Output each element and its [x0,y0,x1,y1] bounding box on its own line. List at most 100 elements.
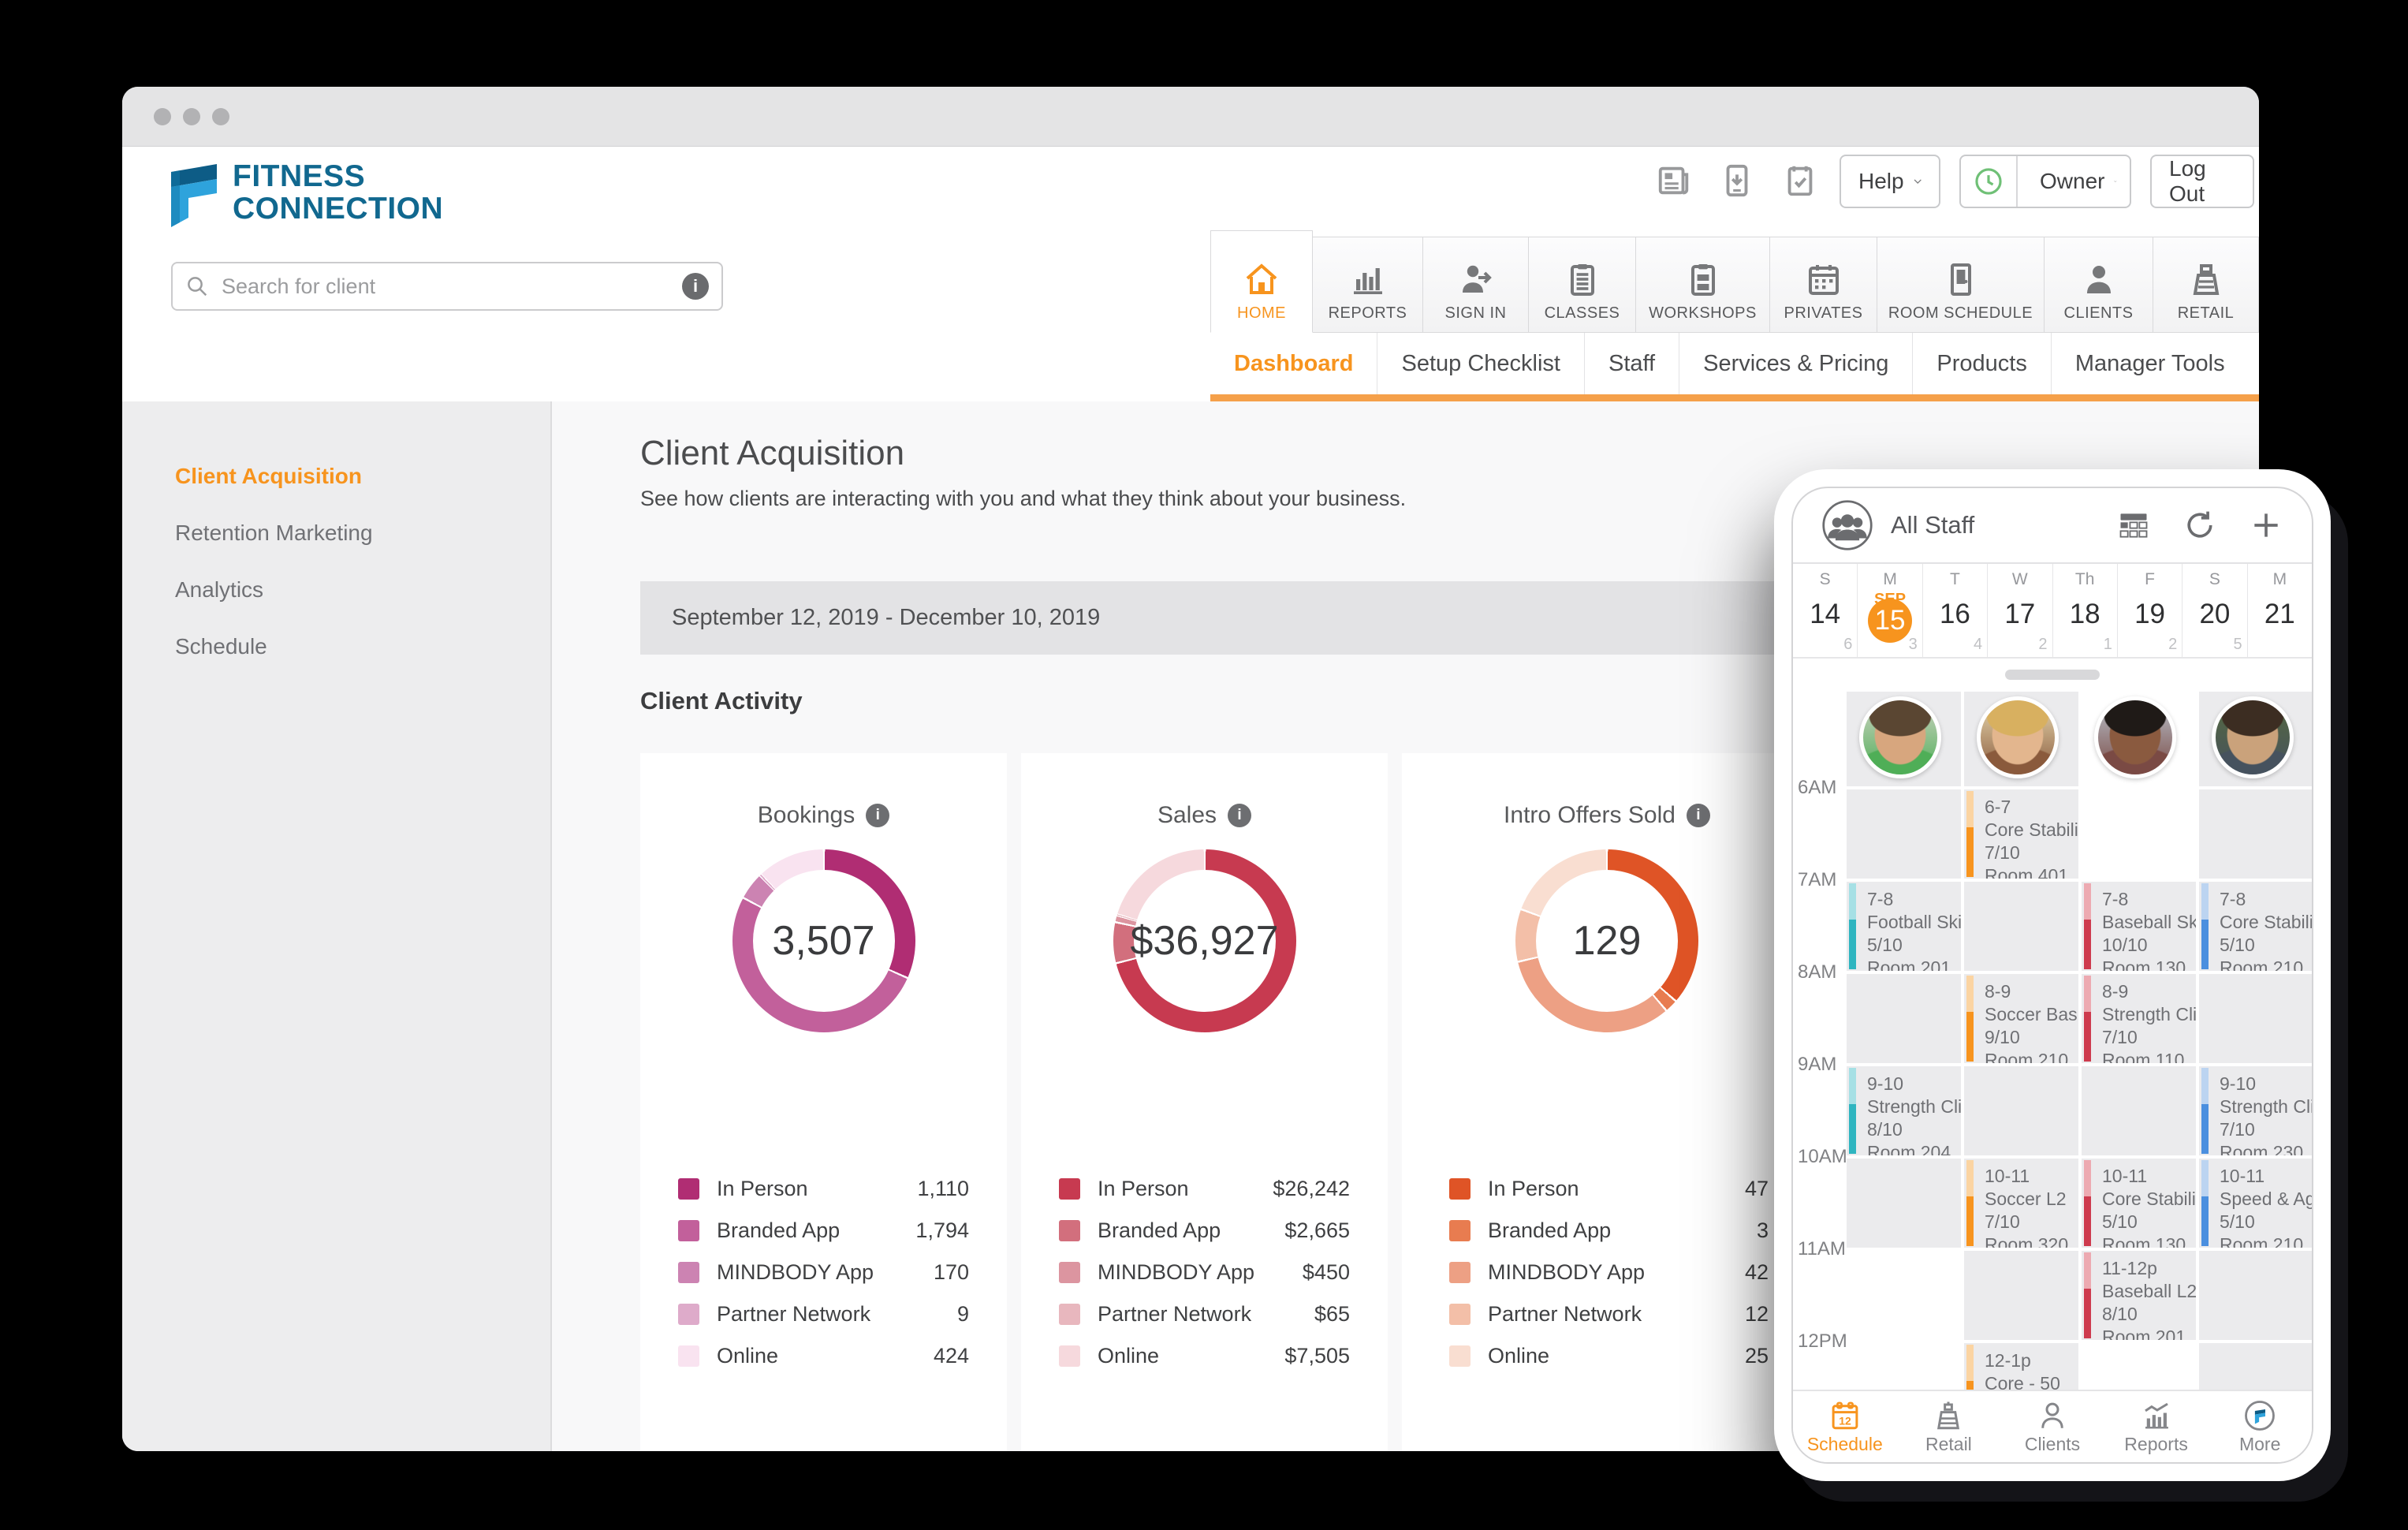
staff-avatar-2[interactable] [1976,696,2059,778]
schedule-cell[interactable] [2082,882,2196,971]
phone-nav-clients[interactable]: Clients [2000,1391,2104,1462]
info-icon[interactable]: i [1228,804,1252,827]
schedule-cell[interactable] [1964,1066,2078,1155]
schedule-cell[interactable] [2199,1066,2312,1155]
schedule-cell[interactable] [1964,1251,2078,1340]
schedule-cell[interactable] [1847,1251,1961,1340]
schedule-cell[interactable] [2082,1159,2196,1248]
schedule-cell[interactable] [1847,789,1961,879]
schedule-cell[interactable] [2199,789,2312,879]
subnav-setup-checklist[interactable]: Setup Checklist [1377,333,1585,394]
calendar-day-20[interactable]: S 20 5 [2182,564,2246,657]
calendar-day-17[interactable]: W 17 2 [1987,564,2052,657]
calendar-day-15[interactable]: MSEP153 [1857,564,1922,657]
window-zoom-dot[interactable] [212,108,229,125]
legend-row-in-person: In Person 1,110 [678,1168,969,1210]
schedule-cell[interactable] [1964,974,2078,1063]
class-event-baseball-l2[interactable]: 11-12p Baseball L2 8/10 Room 201 [2082,1251,2196,1340]
help-button[interactable]: Help [1840,155,1940,208]
calendar-day-16[interactable]: T 16 4 [1922,564,1987,657]
schedule-cell[interactable] [2082,789,2196,879]
calendar-day-14[interactable]: S 14 6 [1793,564,1857,657]
fitness-connection-logo[interactable]: FITNESS CONNECTION [170,160,443,230]
tab-room-schedule[interactable]: ROOM SCHEDULE [1877,237,2045,333]
add-icon[interactable] [2249,508,2283,543]
schedule-cell[interactable] [2199,882,2312,971]
subnav-staff[interactable]: Staff [1585,333,1680,394]
schedule-cell[interactable] [2082,1343,2196,1393]
calendar-day-18[interactable]: Th 18 1 [2052,564,2117,657]
staff-avatar-3[interactable] [2093,696,2176,778]
tab-retail[interactable]: RETAIL [2153,237,2259,333]
owner-menu-button[interactable]: Owner [1959,155,2131,208]
schedule-cell[interactable] [1847,1159,1961,1248]
tab-workshops[interactable]: WORKSHOPS [1636,237,1770,333]
subnav-manager-tools[interactable]: Manager Tools [2074,350,2225,376]
tasks-icon[interactable] [1782,162,1818,199]
phone-nav-retail[interactable]: Retail [1897,1391,2001,1462]
info-icon[interactable]: i [866,804,890,827]
search-info-icon[interactable]: i [682,273,709,300]
schedule-cell[interactable] [2199,1343,2312,1393]
info-icon[interactable]: i [1686,804,1710,827]
sidebar-item-schedule[interactable]: Schedule [175,634,267,659]
sidebar-item-retention-marketing[interactable]: Retention Marketing [175,521,373,545]
schedule-cell[interactable] [1847,882,1961,971]
schedule-cell[interactable] [1964,789,2078,879]
schedule-cell[interactable] [2199,1251,2312,1340]
schedule-cell[interactable] [1847,974,1961,1063]
class-event-soccer-l2[interactable]: 10-11 Soccer L2 7/10 Room 320 [1964,1159,2078,1248]
tab-home[interactable]: HOME [1210,230,1313,333]
tab-privates[interactable]: PRIVATES [1770,237,1877,333]
phone-nav-more[interactable]: More [2208,1391,2312,1462]
tab-sign-in[interactable]: SIGN IN [1423,237,1529,333]
staff-group-icon[interactable] [1821,499,1873,551]
schedule-cell[interactable] [1964,1159,2078,1248]
sidebar-item-client-acquisition[interactable]: Client Acquisition [175,464,362,488]
refresh-icon[interactable] [2182,508,2217,543]
event-accent-bar [2201,883,2209,969]
schedule-cell[interactable] [2082,1066,2196,1155]
tab-classes[interactable]: CLASSES [1529,237,1636,333]
tab-clients[interactable]: CLIENTS [2045,237,2153,333]
phone-nav-schedule[interactable]: 12 Schedule [1793,1391,1897,1462]
drag-handle[interactable] [2005,670,2100,680]
window-close-dot[interactable] [154,108,171,125]
logout-button[interactable]: Log Out [2150,155,2254,208]
phone-nav-reports[interactable]: Reports [2104,1391,2209,1462]
news-icon[interactable] [1656,162,1692,199]
schedule-cell[interactable] [2082,974,2196,1063]
window-minimize-dot[interactable] [183,108,200,125]
calendar-day-21[interactable]: M 21 [2246,564,2312,657]
staff-filter-label[interactable]: All Staff [1891,511,1975,539]
schedule-cell[interactable] [1964,882,2078,971]
search-input[interactable] [220,273,682,300]
schedule-cell[interactable] [1847,1343,1961,1393]
schedule-cell[interactable] [1847,1066,1961,1155]
schedule-cell[interactable] [2199,974,2312,1063]
tab-reports[interactable]: REPORTS [1313,237,1423,333]
grid-view-icon[interactable] [2116,508,2151,543]
staff-avatar-1[interactable] [1858,696,1941,778]
schedule-cell[interactable] [2082,1251,2196,1340]
app-download-icon[interactable] [1719,162,1755,199]
schedule-cell[interactable] [2199,1159,2312,1248]
class-event-core-50[interactable]: 12-1p Core - 50 [1964,1343,2078,1393]
schedule-cell[interactable] [1964,1343,2078,1393]
sidebar-item-analytics[interactable]: Analytics [175,577,264,602]
subnav-services-pricing[interactable]: Services & Pricing [1679,333,1914,394]
subnav-dashboard[interactable]: Dashboard [1210,333,1378,394]
staff-avatar-4[interactable] [2211,696,2294,778]
calendar-day-19[interactable]: F 19 2 [2116,564,2182,657]
subnav-products[interactable]: Products [1913,333,2052,394]
